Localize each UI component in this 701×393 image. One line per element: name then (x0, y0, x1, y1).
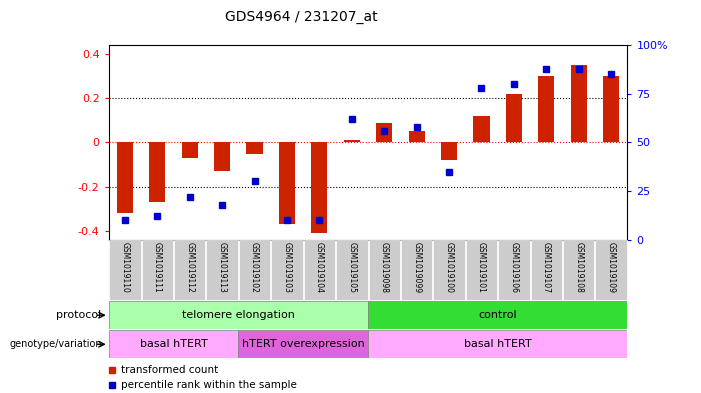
Text: control: control (478, 310, 517, 320)
Text: GSM1019107: GSM1019107 (542, 242, 551, 292)
Bar (369, 241, 400, 300)
Text: GSM1019100: GSM1019100 (444, 242, 454, 292)
Bar (271, 241, 303, 300)
Bar (109, 241, 141, 300)
Text: GSM1019104: GSM1019104 (315, 242, 324, 292)
Bar (239, 241, 271, 300)
Bar (343, 140, 360, 142)
Text: GSM1019098: GSM1019098 (380, 242, 389, 292)
Bar (142, 241, 173, 300)
Bar (401, 241, 433, 300)
Bar (595, 241, 627, 300)
Bar (206, 241, 238, 300)
Bar (571, 65, 587, 142)
Text: GSM1019101: GSM1019101 (477, 242, 486, 292)
Text: GSM1019099: GSM1019099 (412, 242, 421, 293)
Bar (409, 131, 425, 142)
Text: telomere elongation: telomere elongation (182, 310, 295, 320)
Text: GSM1019106: GSM1019106 (510, 242, 519, 292)
Text: GSM1019110: GSM1019110 (121, 242, 130, 292)
Text: GSM1019112: GSM1019112 (185, 242, 194, 292)
Text: GSM1019105: GSM1019105 (347, 242, 356, 292)
Bar (279, 142, 295, 224)
Bar (109, 301, 368, 329)
Bar (214, 142, 230, 171)
Text: GSM1019102: GSM1019102 (250, 242, 259, 292)
Bar (336, 241, 367, 300)
Bar (433, 241, 465, 300)
Bar (473, 116, 489, 142)
Bar (174, 241, 205, 300)
Bar (563, 241, 594, 300)
Bar (376, 123, 393, 142)
Bar (247, 142, 263, 154)
Bar (506, 94, 522, 142)
Text: protocol: protocol (56, 310, 102, 320)
Text: basal hTERT: basal hTERT (464, 339, 531, 349)
Bar (368, 301, 627, 329)
Text: hTERT overexpression: hTERT overexpression (242, 339, 365, 349)
Bar (117, 142, 133, 213)
Text: GSM1019113: GSM1019113 (217, 242, 226, 292)
Bar (441, 142, 457, 160)
Text: GSM1019103: GSM1019103 (283, 242, 292, 292)
Text: genotype/variation: genotype/variation (9, 339, 102, 349)
Text: transformed count: transformed count (121, 365, 218, 375)
Text: GDS4964 / 231207_at: GDS4964 / 231207_at (225, 10, 378, 24)
Text: GSM1019108: GSM1019108 (574, 242, 583, 292)
Bar (311, 142, 327, 233)
Bar (304, 241, 335, 300)
Bar (603, 76, 619, 142)
Text: percentile rank within the sample: percentile rank within the sample (121, 380, 297, 389)
Text: GSM1019111: GSM1019111 (153, 242, 162, 292)
Text: GSM1019109: GSM1019109 (606, 242, 615, 292)
Bar (182, 142, 198, 158)
Bar (109, 330, 238, 358)
Bar (498, 241, 530, 300)
Text: basal hTERT: basal hTERT (139, 339, 207, 349)
Bar (538, 76, 554, 142)
Bar (368, 330, 627, 358)
Bar (149, 142, 165, 202)
Bar (465, 241, 497, 300)
Bar (238, 330, 368, 358)
Bar (531, 241, 562, 300)
